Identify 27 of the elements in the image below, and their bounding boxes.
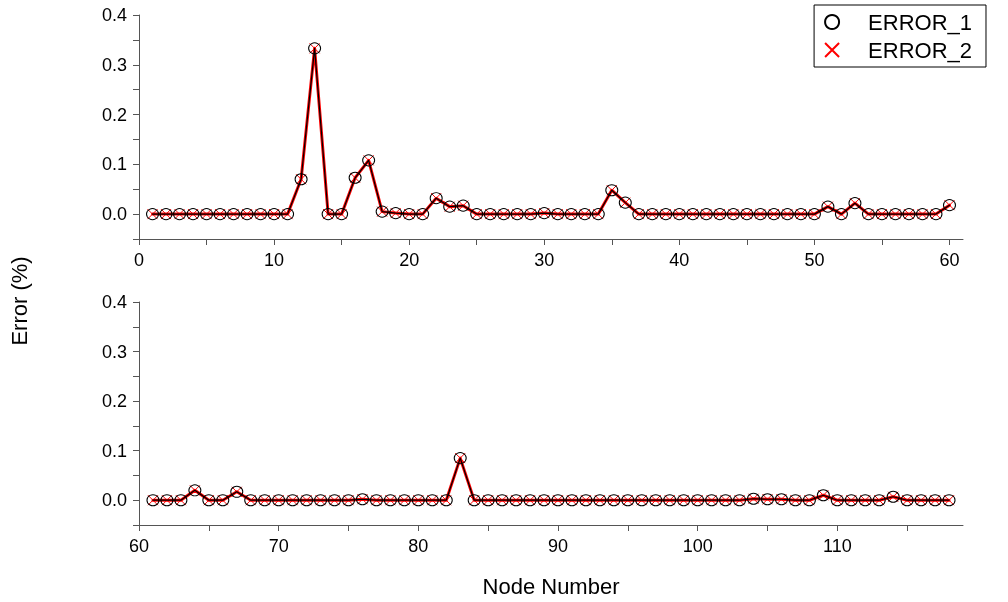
y-tick-label: 0.2: [101, 104, 127, 125]
y-tick-label: 0.2: [101, 391, 127, 412]
y-tick-label: 0.4: [101, 5, 127, 25]
y-tick-label: 0.3: [101, 341, 127, 362]
x-tick-label: 60: [939, 250, 960, 270]
x-tick-label: 10: [264, 250, 285, 270]
x-tick-label: 60: [128, 536, 150, 556]
legend-label: ERROR_1: [868, 9, 972, 35]
y-axis-title: Error (%): [7, 256, 33, 346]
y-tick-label: 0.1: [101, 154, 127, 175]
legend-label: ERROR_2: [868, 37, 972, 63]
x-tick-label: 80: [408, 536, 429, 556]
y-tick-label: 0.1: [101, 440, 127, 461]
y-tick-label: 0.3: [101, 54, 127, 75]
x-tick-label: 50: [804, 250, 825, 270]
y-tick-label: 0.0: [101, 204, 127, 225]
x-tick-label: 90: [547, 536, 568, 556]
y-tick-label: 0.4: [101, 292, 127, 312]
x-tick-label: 110: [822, 536, 852, 556]
x-tick-label: 100: [682, 536, 713, 556]
x-axis-title: Node Number: [482, 573, 620, 599]
x-tick-label: 0: [133, 250, 145, 270]
x-tick-label: 30: [534, 250, 555, 270]
x-tick-label: 40: [669, 250, 690, 270]
y-tick-label: 0.0: [101, 490, 127, 511]
x-tick-label: 20: [399, 250, 420, 270]
x-tick-label: 70: [268, 536, 289, 556]
